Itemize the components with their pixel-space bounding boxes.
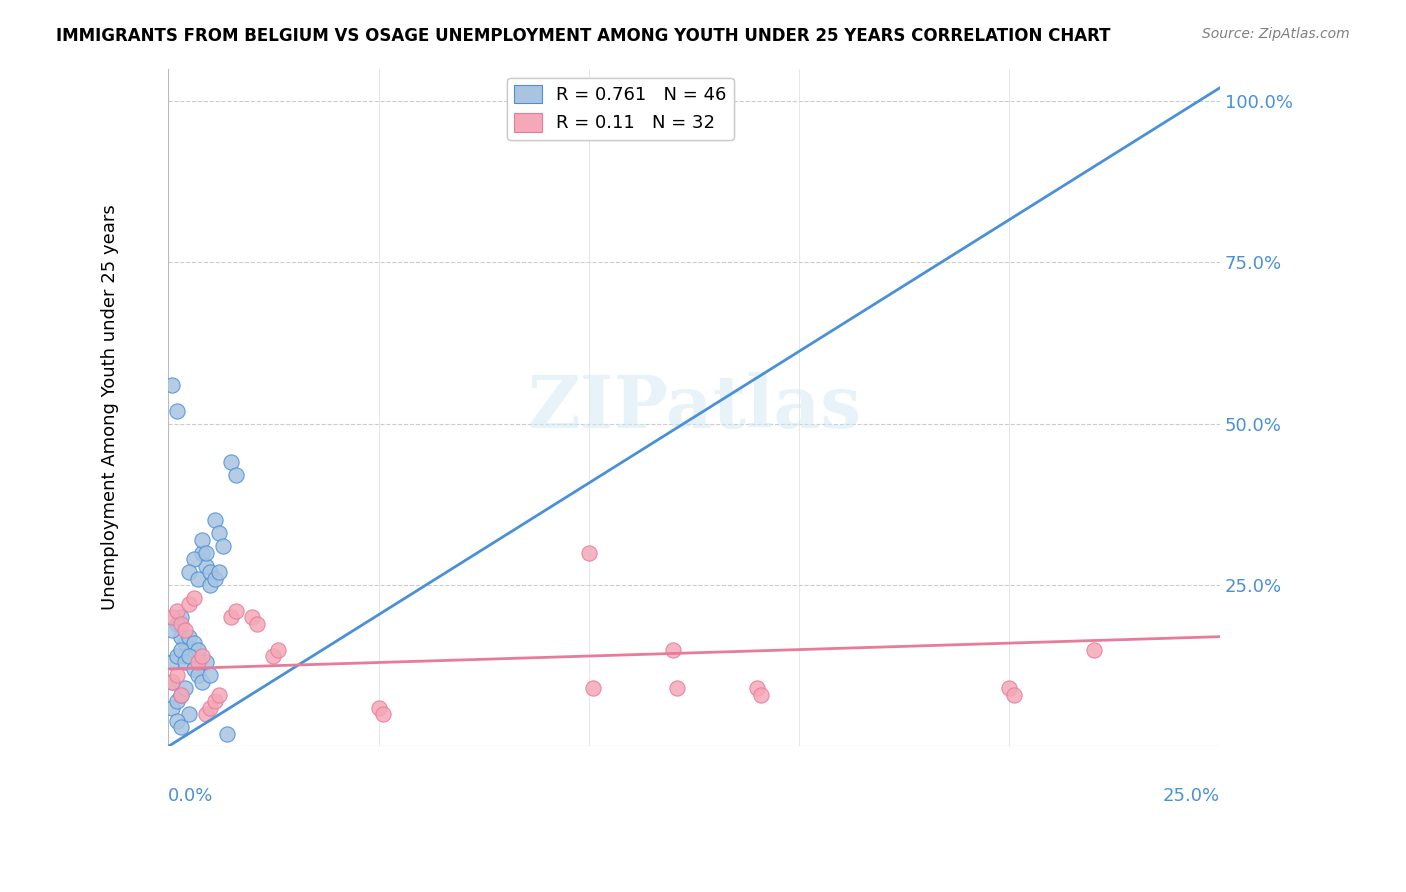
Point bbox=[162, 674, 184, 689]
Text: 0.0%: 0.0% bbox=[169, 787, 214, 805]
Point bbox=[217, 726, 239, 740]
Text: 25.0%: 25.0% bbox=[1163, 787, 1220, 805]
Point bbox=[749, 688, 772, 702]
Point bbox=[174, 681, 197, 696]
Point bbox=[183, 662, 205, 676]
Point bbox=[179, 648, 201, 663]
Point bbox=[1083, 642, 1105, 657]
Point bbox=[367, 700, 389, 714]
Point bbox=[166, 714, 188, 728]
Point bbox=[166, 403, 188, 417]
Point bbox=[662, 642, 685, 657]
Point bbox=[200, 565, 222, 579]
Point bbox=[170, 610, 193, 624]
Point bbox=[221, 455, 243, 469]
Point bbox=[191, 648, 214, 663]
Point bbox=[208, 565, 231, 579]
Point bbox=[170, 720, 193, 734]
Point bbox=[212, 539, 235, 553]
Point bbox=[162, 624, 184, 638]
Point bbox=[191, 546, 214, 560]
Point bbox=[200, 578, 222, 592]
Point bbox=[187, 572, 209, 586]
Point bbox=[170, 688, 193, 702]
Point bbox=[200, 700, 222, 714]
Point bbox=[195, 546, 218, 560]
Point bbox=[179, 707, 201, 722]
Point bbox=[191, 674, 214, 689]
Point bbox=[195, 558, 218, 573]
Point bbox=[183, 636, 205, 650]
Point bbox=[1002, 688, 1025, 702]
Point bbox=[166, 648, 188, 663]
Point bbox=[179, 598, 201, 612]
Point bbox=[162, 700, 184, 714]
Point bbox=[745, 681, 768, 696]
Point bbox=[170, 630, 193, 644]
Point bbox=[170, 616, 193, 631]
Point bbox=[582, 681, 605, 696]
Point bbox=[170, 688, 193, 702]
Point bbox=[174, 636, 197, 650]
Point bbox=[204, 513, 226, 527]
Point bbox=[174, 656, 197, 670]
Point bbox=[221, 610, 243, 624]
Point bbox=[242, 610, 264, 624]
Point bbox=[195, 707, 218, 722]
Point bbox=[225, 604, 247, 618]
Text: Unemployment Among Youth under 25 years: Unemployment Among Youth under 25 years bbox=[101, 204, 120, 610]
Point bbox=[191, 533, 214, 547]
Point bbox=[225, 468, 247, 483]
Point bbox=[174, 648, 197, 663]
Point bbox=[166, 694, 188, 708]
Point bbox=[166, 604, 188, 618]
Point bbox=[200, 668, 222, 682]
Point bbox=[578, 546, 600, 560]
Point bbox=[187, 656, 209, 670]
Point bbox=[371, 707, 394, 722]
Point bbox=[262, 648, 284, 663]
Point bbox=[183, 552, 205, 566]
Text: IMMIGRANTS FROM BELGIUM VS OSAGE UNEMPLOYMENT AMONG YOUTH UNDER 25 YEARS CORRELA: IMMIGRANTS FROM BELGIUM VS OSAGE UNEMPLO… bbox=[56, 27, 1111, 45]
Point bbox=[166, 668, 188, 682]
Point bbox=[162, 610, 184, 624]
Point bbox=[246, 616, 269, 631]
Point bbox=[266, 642, 288, 657]
Point bbox=[998, 681, 1021, 696]
Point bbox=[179, 630, 201, 644]
Point bbox=[162, 674, 184, 689]
Point bbox=[204, 694, 226, 708]
Point bbox=[208, 688, 231, 702]
Point bbox=[183, 591, 205, 605]
Point bbox=[166, 616, 188, 631]
Point bbox=[170, 642, 193, 657]
Point bbox=[187, 668, 209, 682]
Legend: R = 0.761   N = 46, R = 0.11   N = 32: R = 0.761 N = 46, R = 0.11 N = 32 bbox=[508, 78, 734, 140]
Point bbox=[162, 377, 184, 392]
Point bbox=[666, 681, 689, 696]
Point bbox=[174, 624, 197, 638]
Point bbox=[187, 642, 209, 657]
Point bbox=[179, 565, 201, 579]
Text: ZIPatlas: ZIPatlas bbox=[527, 372, 860, 443]
Text: Source: ZipAtlas.com: Source: ZipAtlas.com bbox=[1202, 27, 1350, 41]
Point bbox=[162, 656, 184, 670]
Point bbox=[195, 656, 218, 670]
Point bbox=[208, 526, 231, 541]
Point bbox=[204, 572, 226, 586]
